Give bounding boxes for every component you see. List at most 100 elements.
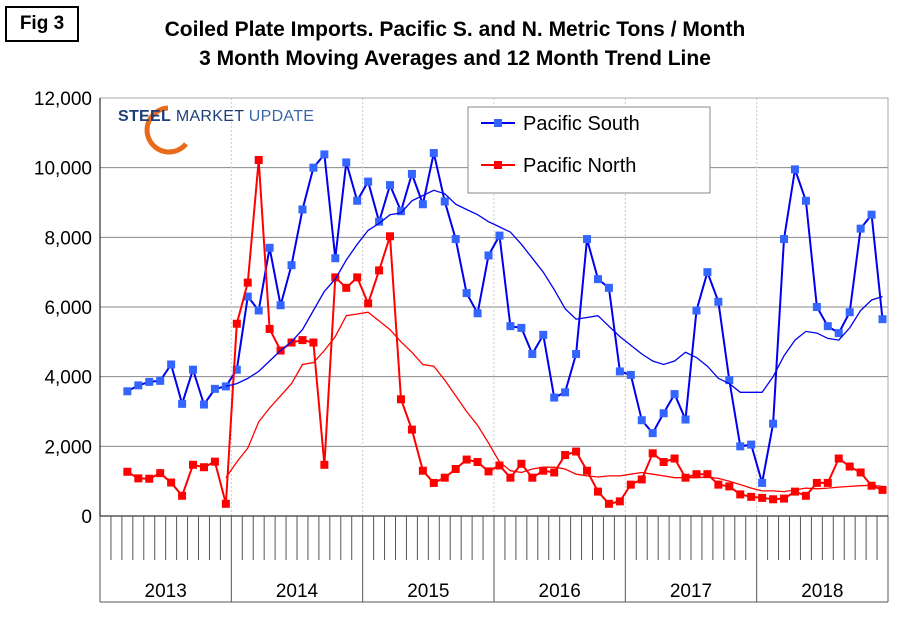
data-point [178, 491, 187, 500]
data-point [167, 360, 176, 369]
data-point [867, 210, 876, 219]
data-point [418, 200, 427, 209]
data-point [725, 482, 734, 491]
data-point [758, 478, 767, 487]
legend-label: Pacific North [523, 155, 636, 177]
data-point [407, 425, 416, 434]
data-point [134, 381, 143, 390]
legend-marker [494, 161, 502, 169]
data-point [506, 322, 515, 331]
data-point [703, 470, 712, 479]
data-point [615, 497, 624, 506]
data-point [265, 243, 274, 252]
data-point [462, 455, 471, 464]
data-point [856, 468, 865, 477]
year-label: 2018 [801, 581, 843, 602]
data-point [790, 487, 799, 496]
data-point [845, 308, 854, 317]
data-point [189, 365, 198, 374]
data-point [823, 322, 832, 331]
data-point [517, 323, 526, 332]
data-point [801, 491, 810, 500]
data-point [451, 235, 460, 244]
data-point [670, 454, 679, 463]
series-line-pacific-north [126, 159, 883, 505]
data-point [320, 150, 329, 159]
data-point [199, 463, 208, 472]
year-label: 2014 [276, 581, 319, 602]
data-point [353, 273, 362, 282]
data-point [790, 165, 799, 174]
data-point [725, 376, 734, 385]
data-point [451, 464, 460, 473]
data-point [495, 231, 504, 240]
data-point [878, 315, 887, 324]
data-point [517, 459, 526, 468]
data-point [386, 181, 395, 190]
data-point [298, 205, 307, 214]
steel-market-update-logo: STEEL MARKET UPDATE [118, 105, 314, 155]
data-point [834, 454, 843, 463]
data-point [287, 261, 296, 270]
data-point [593, 487, 602, 496]
data-point [440, 473, 449, 482]
data-point [254, 156, 263, 165]
year-label: 2017 [670, 581, 712, 602]
data-point [747, 440, 756, 449]
data-point [561, 388, 570, 397]
data-point [572, 350, 581, 359]
data-point [648, 449, 657, 458]
data-point [692, 470, 701, 479]
chart-subtitle: 3 Month Moving Averages and 12 Month Tre… [199, 47, 711, 70]
data-point [637, 475, 646, 484]
legend-marker [494, 119, 502, 127]
data-point [145, 377, 154, 386]
data-point [473, 309, 482, 318]
data-point [178, 399, 187, 408]
data-point [780, 494, 789, 503]
data-point [221, 499, 230, 508]
data-point [167, 478, 176, 487]
data-point [232, 319, 241, 328]
data-point [123, 387, 132, 396]
data-point [309, 163, 318, 172]
data-point [736, 442, 745, 451]
data-point [199, 400, 208, 409]
data-point [243, 292, 252, 301]
data-point [243, 278, 252, 287]
year-label: 2015 [407, 581, 449, 602]
data-point [495, 461, 504, 470]
legend-box [467, 106, 711, 194]
data-point [396, 395, 405, 404]
y-tick-label: 4,000 [44, 368, 92, 389]
data-point [210, 457, 219, 466]
data-point [780, 235, 789, 244]
data-point [659, 409, 668, 418]
logo-swoosh-icon [144, 105, 188, 155]
data-point [298, 336, 307, 345]
data-point [583, 235, 592, 244]
data-point [812, 303, 821, 311]
data-point [375, 266, 384, 275]
data-point [604, 283, 613, 292]
data-point [123, 467, 132, 476]
data-point [232, 365, 241, 374]
data-point [615, 367, 624, 376]
data-point [156, 469, 165, 478]
data-point [736, 490, 745, 499]
series-line-pacific-south-trend [225, 189, 883, 393]
data-point [703, 268, 712, 277]
data-point [320, 460, 329, 469]
data-point [714, 480, 723, 489]
data-point [462, 289, 471, 298]
data-point [386, 232, 395, 241]
data-point [747, 492, 756, 501]
legend-label: Pacific South [523, 113, 640, 135]
data-point [375, 217, 384, 226]
figure-label: Fig 3 [5, 6, 79, 42]
y-tick-label: 10,000 [34, 159, 92, 180]
data-point [539, 330, 548, 339]
data-point [812, 478, 821, 487]
